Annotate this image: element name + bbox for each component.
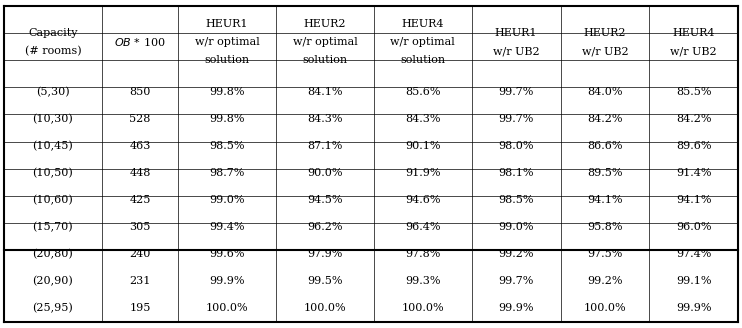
Text: 94.5%: 94.5% — [307, 195, 343, 205]
Text: w/r UB2: w/r UB2 — [582, 46, 628, 56]
Text: 94.6%: 94.6% — [405, 195, 441, 205]
Text: solution: solution — [303, 55, 347, 65]
Text: 84.1%: 84.1% — [307, 87, 343, 96]
Text: 84.2%: 84.2% — [676, 114, 712, 124]
Text: w/r UB2: w/r UB2 — [493, 46, 539, 56]
Text: 99.5%: 99.5% — [307, 276, 343, 286]
Text: 89.5%: 89.5% — [587, 168, 623, 178]
Text: 100.0%: 100.0% — [401, 303, 444, 314]
Text: 99.8%: 99.8% — [209, 114, 245, 124]
Text: 89.6%: 89.6% — [676, 141, 712, 151]
Text: (25,95): (25,95) — [33, 303, 73, 314]
Text: 425: 425 — [129, 195, 151, 205]
Text: (10,60): (10,60) — [33, 195, 73, 205]
Text: solution: solution — [400, 55, 445, 65]
Text: 94.1%: 94.1% — [676, 195, 712, 205]
Text: w/r UB2: w/r UB2 — [670, 46, 717, 56]
Text: 99.0%: 99.0% — [499, 222, 534, 232]
Text: (5,30): (5,30) — [36, 86, 70, 97]
Text: 96.2%: 96.2% — [307, 222, 343, 232]
Text: 98.1%: 98.1% — [499, 168, 534, 178]
Text: Capacity: Capacity — [28, 28, 78, 38]
Text: 100.0%: 100.0% — [206, 303, 249, 314]
Text: 528: 528 — [129, 114, 151, 124]
Text: HEUR1: HEUR1 — [206, 19, 249, 29]
Text: 90.0%: 90.0% — [307, 168, 343, 178]
Text: 97.8%: 97.8% — [405, 249, 441, 259]
Text: (# rooms): (# rooms) — [24, 46, 81, 56]
Text: HEUR1: HEUR1 — [495, 28, 537, 38]
Text: 91.4%: 91.4% — [676, 168, 712, 178]
Text: 90.1%: 90.1% — [405, 141, 441, 151]
Text: 99.9%: 99.9% — [499, 303, 534, 314]
Text: (10,30): (10,30) — [33, 113, 73, 124]
Text: solution: solution — [205, 55, 249, 65]
Text: 100.0%: 100.0% — [583, 303, 626, 314]
Text: 99.7%: 99.7% — [499, 276, 533, 286]
Text: (15,70): (15,70) — [33, 222, 73, 232]
Text: 99.1%: 99.1% — [676, 276, 712, 286]
Text: 84.3%: 84.3% — [405, 114, 441, 124]
Text: 99.7%: 99.7% — [499, 114, 533, 124]
Text: 96.4%: 96.4% — [405, 222, 441, 232]
Text: 99.3%: 99.3% — [405, 276, 441, 286]
Text: 84.2%: 84.2% — [587, 114, 623, 124]
Text: 85.5%: 85.5% — [676, 87, 712, 96]
Text: (20,90): (20,90) — [33, 276, 73, 286]
Text: 86.6%: 86.6% — [587, 141, 623, 151]
Text: HEUR2: HEUR2 — [303, 19, 347, 29]
Text: (20,80): (20,80) — [33, 249, 73, 259]
Text: 85.6%: 85.6% — [405, 87, 441, 96]
Text: HEUR4: HEUR4 — [401, 19, 444, 29]
Text: $OB$ $*$ 100: $OB$ $*$ 100 — [114, 36, 165, 48]
Text: 99.8%: 99.8% — [209, 87, 245, 96]
Text: (10,45): (10,45) — [33, 141, 73, 151]
Text: 97.4%: 97.4% — [676, 249, 712, 259]
Text: 87.1%: 87.1% — [307, 141, 343, 151]
Text: 97.5%: 97.5% — [587, 249, 623, 259]
Text: 99.0%: 99.0% — [209, 195, 245, 205]
Text: 98.0%: 98.0% — [499, 141, 534, 151]
Text: 91.9%: 91.9% — [405, 168, 441, 178]
Text: 448: 448 — [129, 168, 151, 178]
Text: 94.1%: 94.1% — [587, 195, 623, 205]
Text: 98.5%: 98.5% — [209, 141, 245, 151]
Text: 98.7%: 98.7% — [209, 168, 245, 178]
Text: 96.0%: 96.0% — [676, 222, 712, 232]
Text: HEUR4: HEUR4 — [672, 28, 715, 38]
Text: w/r optimal: w/r optimal — [390, 37, 455, 47]
Text: 97.9%: 97.9% — [307, 249, 343, 259]
Text: 99.6%: 99.6% — [209, 249, 245, 259]
Text: 99.2%: 99.2% — [499, 249, 534, 259]
Text: 99.9%: 99.9% — [209, 276, 245, 286]
Text: 84.0%: 84.0% — [587, 87, 623, 96]
Text: 850: 850 — [129, 87, 151, 96]
Text: 463: 463 — [129, 141, 151, 151]
Text: 84.3%: 84.3% — [307, 114, 343, 124]
Text: 99.9%: 99.9% — [676, 303, 712, 314]
Text: 100.0%: 100.0% — [303, 303, 347, 314]
Text: (10,50): (10,50) — [33, 168, 73, 178]
Text: 305: 305 — [129, 222, 151, 232]
Text: 240: 240 — [129, 249, 151, 259]
Text: w/r optimal: w/r optimal — [194, 37, 260, 47]
Text: 99.4%: 99.4% — [209, 222, 245, 232]
Text: 95.8%: 95.8% — [587, 222, 623, 232]
Text: 98.5%: 98.5% — [499, 195, 534, 205]
Text: w/r optimal: w/r optimal — [292, 37, 358, 47]
Text: 195: 195 — [129, 303, 151, 314]
Text: HEUR2: HEUR2 — [584, 28, 626, 38]
Text: 99.2%: 99.2% — [587, 276, 623, 286]
Text: 99.7%: 99.7% — [499, 87, 533, 96]
Text: 231: 231 — [129, 276, 151, 286]
